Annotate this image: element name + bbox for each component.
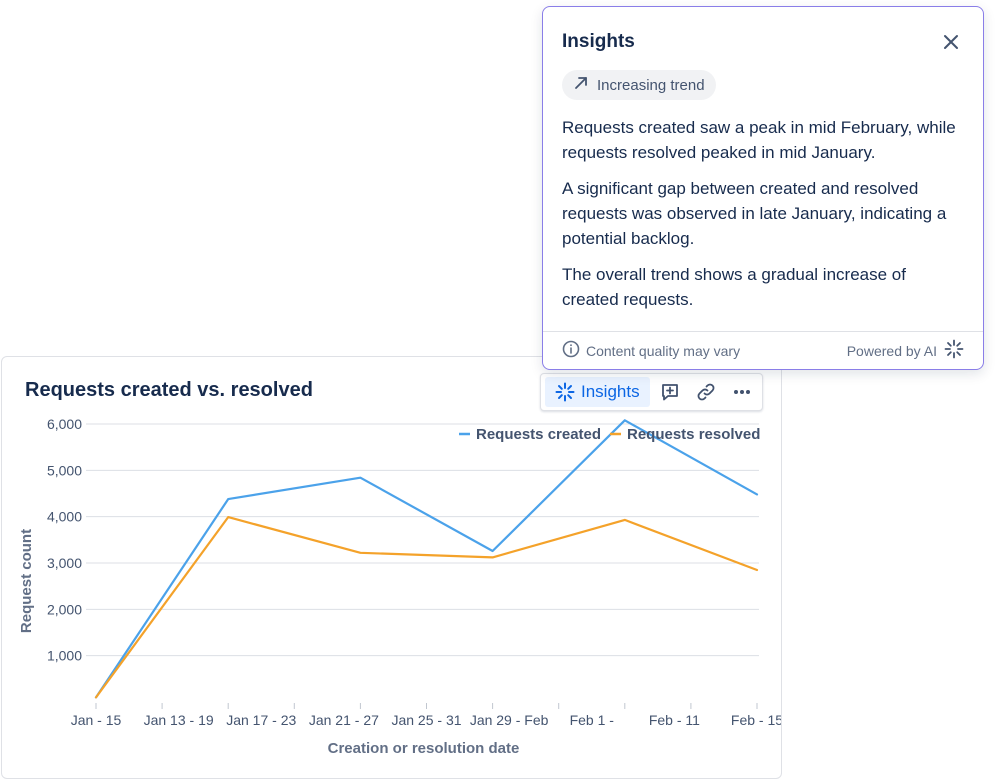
- insights-button[interactable]: Insights: [545, 377, 650, 407]
- quality-note: Content quality may vary: [562, 340, 740, 361]
- arrow-up-right-icon: [573, 75, 589, 95]
- chart-card: Requests created vs. resolved 1,000 2,000…: [1, 356, 782, 779]
- x-tick-label: Feb 1 -: [570, 712, 615, 728]
- x-tick-label: Feb - 11: [649, 712, 700, 728]
- comment-add-icon: [660, 382, 680, 402]
- insights-panel: Insights Increasing trend Requests creat…: [542, 6, 984, 370]
- series-line: [94, 516, 759, 699]
- more-actions-button[interactable]: [726, 377, 758, 407]
- x-tick-label: Jan 29 - Feb: [470, 712, 549, 728]
- powered-by-text: Powered by AI: [846, 342, 937, 359]
- insights-footer: Content quality may vary Powered by AI: [543, 331, 983, 369]
- x-tick-label: Jan 25 - 31: [391, 712, 461, 728]
- x-tick-label: Jan 13 - 19: [144, 712, 214, 728]
- link-icon: [696, 382, 716, 402]
- series-line: [94, 419, 759, 699]
- trend-badge-label: Increasing trend: [597, 76, 705, 94]
- powered-by: Powered by AI: [847, 339, 964, 362]
- x-tick-label: Jan 21 - 27: [309, 712, 379, 728]
- insights-panel-title: Insights: [562, 31, 635, 52]
- copy-link-button[interactable]: [690, 377, 722, 407]
- close-icon: [941, 35, 961, 56]
- add-comment-button[interactable]: [654, 377, 686, 407]
- legend-label: Requests resolved: [627, 426, 760, 443]
- y-tick-label: 1,000: [47, 648, 82, 664]
- y-tick-label: 2,000: [47, 601, 82, 617]
- x-tick-label: Feb - 15: [731, 712, 781, 728]
- y-axis-title: Request count: [18, 529, 35, 633]
- x-tick-label: Jan 17 - 23: [226, 712, 296, 728]
- trend-badge: Increasing trend: [562, 70, 716, 100]
- y-tick-label: 4,000: [47, 509, 82, 525]
- legend-label: Requests created: [476, 426, 601, 443]
- insights-button-label: Insights: [581, 382, 640, 401]
- chart-toolbar: Insights: [540, 373, 763, 411]
- more-icon: [732, 382, 752, 402]
- y-tick-label: 5,000: [47, 462, 82, 478]
- y-tick-label: 6,000: [47, 416, 82, 432]
- insight-paragraph: A significant gap between created and re…: [562, 179, 947, 248]
- x-tick-label: Jan - 15: [71, 712, 122, 728]
- chart-title: Requests created vs. resolved: [25, 379, 313, 401]
- line-chart: 1,000 2,000 3,000 4,000 5,000 6,000 Jan - 15 Ja…: [18, 416, 781, 757]
- ai-sparkle-icon: [944, 339, 964, 362]
- insight-paragraph: Requests created saw a peak in mid Febru…: [562, 118, 956, 162]
- x-axis-title: Creation or resolution date: [328, 740, 520, 757]
- sparkle-icon: [555, 382, 575, 402]
- y-tick-label: 3,000: [47, 555, 82, 571]
- insight-paragraph: The overall trend shows a gradual increa…: [562, 265, 906, 309]
- info-icon: [562, 340, 580, 361]
- insights-body: Requests created saw a peak in mid Febru…: [562, 115, 967, 323]
- quality-note-text: Content quality may vary: [586, 342, 741, 359]
- close-button[interactable]: [941, 32, 961, 52]
